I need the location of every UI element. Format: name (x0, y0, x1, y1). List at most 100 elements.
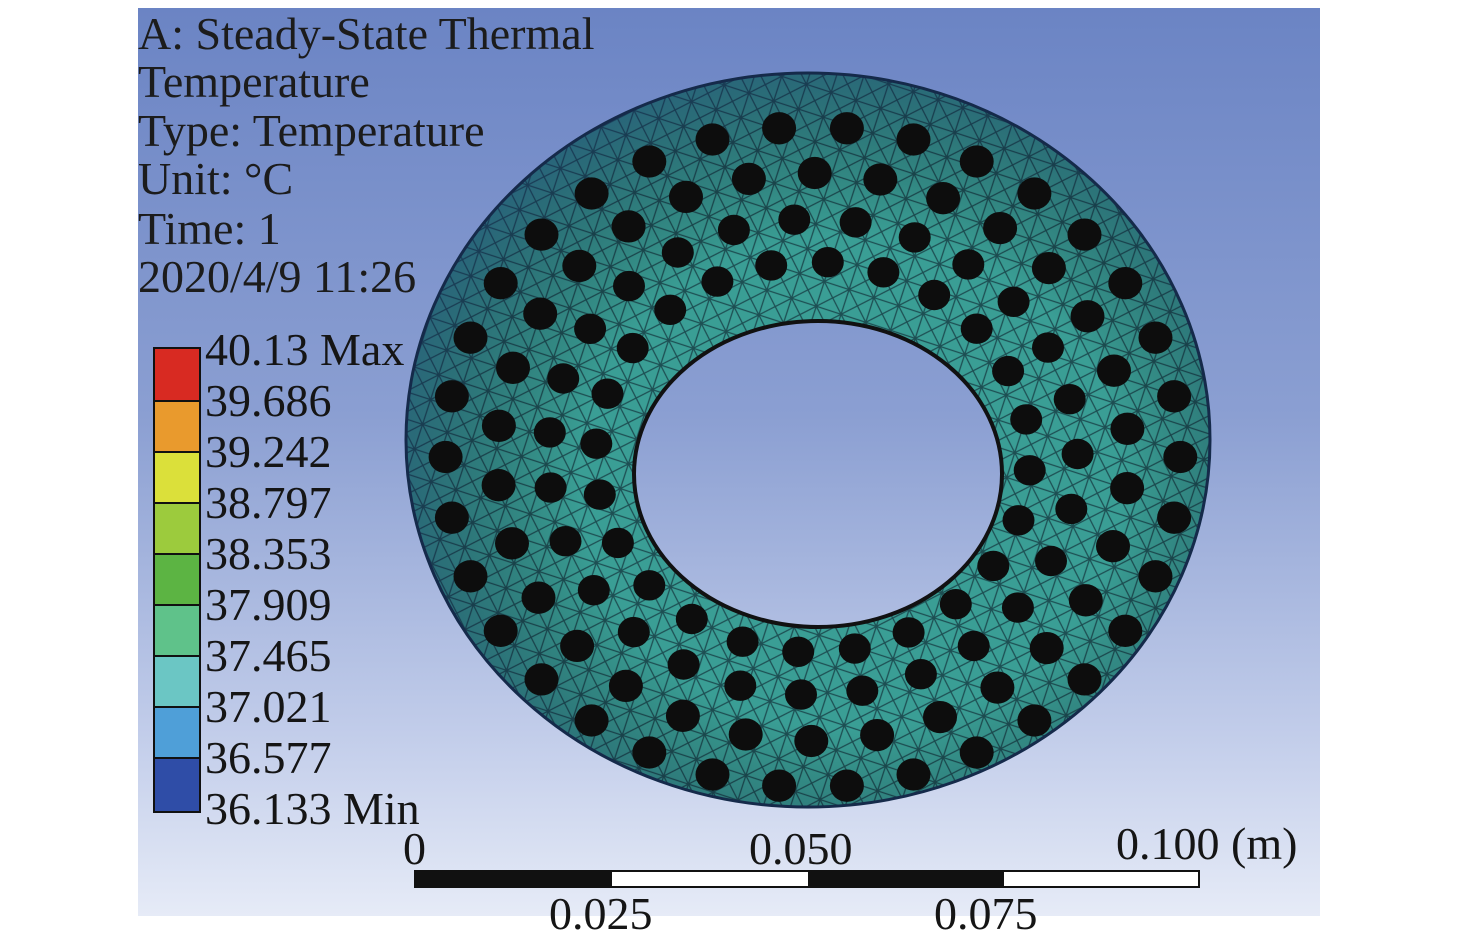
cooling-hole (481, 469, 516, 502)
analysis-title: A: Steady-State Thermal (138, 8, 595, 59)
cooling-hole (601, 527, 634, 559)
cooling-hole (1029, 631, 1064, 665)
outer-edge (404, 71, 1212, 809)
cooling-hole (728, 718, 763, 751)
cooling-hole (616, 332, 649, 364)
cooling-hole (898, 222, 931, 253)
cooling-hole (1138, 321, 1173, 354)
cooling-hole (633, 570, 666, 601)
cooling-hole (1067, 663, 1102, 696)
cooling-hole (726, 626, 759, 657)
cooling-hole (577, 575, 610, 606)
cooling-hole (495, 527, 529, 560)
cooling-hole (483, 267, 518, 300)
cooling-hole (904, 659, 937, 690)
cooling-hole (453, 560, 488, 593)
cooling-hole (574, 313, 607, 344)
cooling-hole (1068, 584, 1103, 617)
cooling-hole (617, 616, 650, 648)
cooling-hole (1157, 501, 1192, 534)
cooling-hole (755, 250, 788, 281)
cooling-hole (923, 700, 957, 734)
scale-bar-segment (612, 872, 808, 886)
cooling-hole (1157, 380, 1192, 413)
cooling-hole (562, 249, 597, 283)
cooling-hole (534, 472, 567, 503)
cooling-hole (1067, 218, 1102, 251)
cooling-hole (632, 736, 667, 769)
scale-bar-segment (1004, 872, 1198, 886)
cooling-hole (1110, 412, 1145, 445)
cooling-hole (992, 355, 1025, 387)
cooling-hole (1070, 300, 1105, 333)
cooling-hole (794, 724, 829, 758)
cooling-hole (762, 769, 797, 802)
result-time: Time: 1 (138, 203, 281, 254)
result-name: Temperature (138, 56, 370, 107)
cooling-hole (574, 177, 609, 210)
cooling-hole (1032, 332, 1064, 363)
legend-swatch (155, 657, 199, 708)
legend-swatch (155, 708, 199, 759)
cooling-hole (863, 163, 898, 196)
cooling-hole (957, 630, 990, 662)
cooling-hole (533, 417, 566, 448)
cooling-hole (977, 550, 1010, 582)
cooling-hole (724, 670, 757, 701)
cooling-hole (717, 214, 750, 246)
scale-bar-segment (808, 872, 1004, 886)
cooling-hole (811, 247, 844, 278)
cooling-hole (926, 182, 961, 215)
cooling-hole (860, 718, 895, 752)
cooling-hole (574, 704, 609, 737)
cooling-hole (983, 211, 1018, 245)
cooling-hole (1002, 505, 1035, 536)
cooling-hole (839, 207, 872, 238)
cooling-hole (778, 204, 811, 235)
legend-swatch (155, 759, 199, 811)
legend-swatch (155, 606, 199, 657)
cooling-hole (1163, 440, 1198, 474)
result-type: Type: Temperature (138, 105, 485, 156)
cooling-hole (496, 351, 530, 384)
cooling-hole (560, 629, 595, 663)
result-unit: Unit: °C (138, 153, 294, 204)
legend-swatch (155, 349, 199, 402)
cooling-hole (675, 603, 708, 635)
cooling-hole (980, 671, 1015, 704)
cooling-hole (521, 581, 556, 614)
cooling-hole (428, 440, 463, 474)
cooling-hole (1031, 251, 1066, 285)
scale-label-0050: 0.050 (749, 823, 853, 874)
cooling-hole (1108, 267, 1143, 300)
cooling-hole (1096, 530, 1130, 563)
legend-swatch (155, 402, 199, 453)
inner-edge (632, 319, 1004, 629)
cooling-hole (583, 479, 616, 510)
cooling-hole (483, 614, 518, 647)
cooling-hole (1110, 472, 1145, 505)
legend-label: 37.909 (205, 579, 332, 630)
cooling-hole (867, 257, 900, 288)
cooling-hole (1061, 438, 1094, 470)
cooling-hole (434, 501, 469, 534)
cooling-hole (1017, 177, 1052, 210)
cooling-holes (428, 112, 1198, 802)
cooling-hole (580, 428, 613, 459)
cooling-hole (1035, 545, 1067, 577)
cooling-hole (939, 589, 972, 620)
cooling-hole (524, 218, 559, 251)
legend-label-min: 36.133 Min (205, 783, 420, 834)
legend-swatch (155, 504, 199, 555)
scale-label-0: 0 (403, 823, 426, 874)
cooling-hole (959, 736, 994, 769)
legend-label-max: 40.13 Max (205, 324, 405, 375)
result-timestamp: 2020/4/9 11:26 (138, 251, 417, 302)
cooling-hole (896, 758, 931, 791)
cooling-hole (731, 162, 766, 196)
scale-label-0025: 0.025 (549, 888, 653, 939)
cooling-hole (481, 409, 516, 442)
legend-label: 37.021 (205, 681, 332, 732)
color-legend-bar (153, 347, 201, 813)
cooling-hole (785, 679, 817, 710)
